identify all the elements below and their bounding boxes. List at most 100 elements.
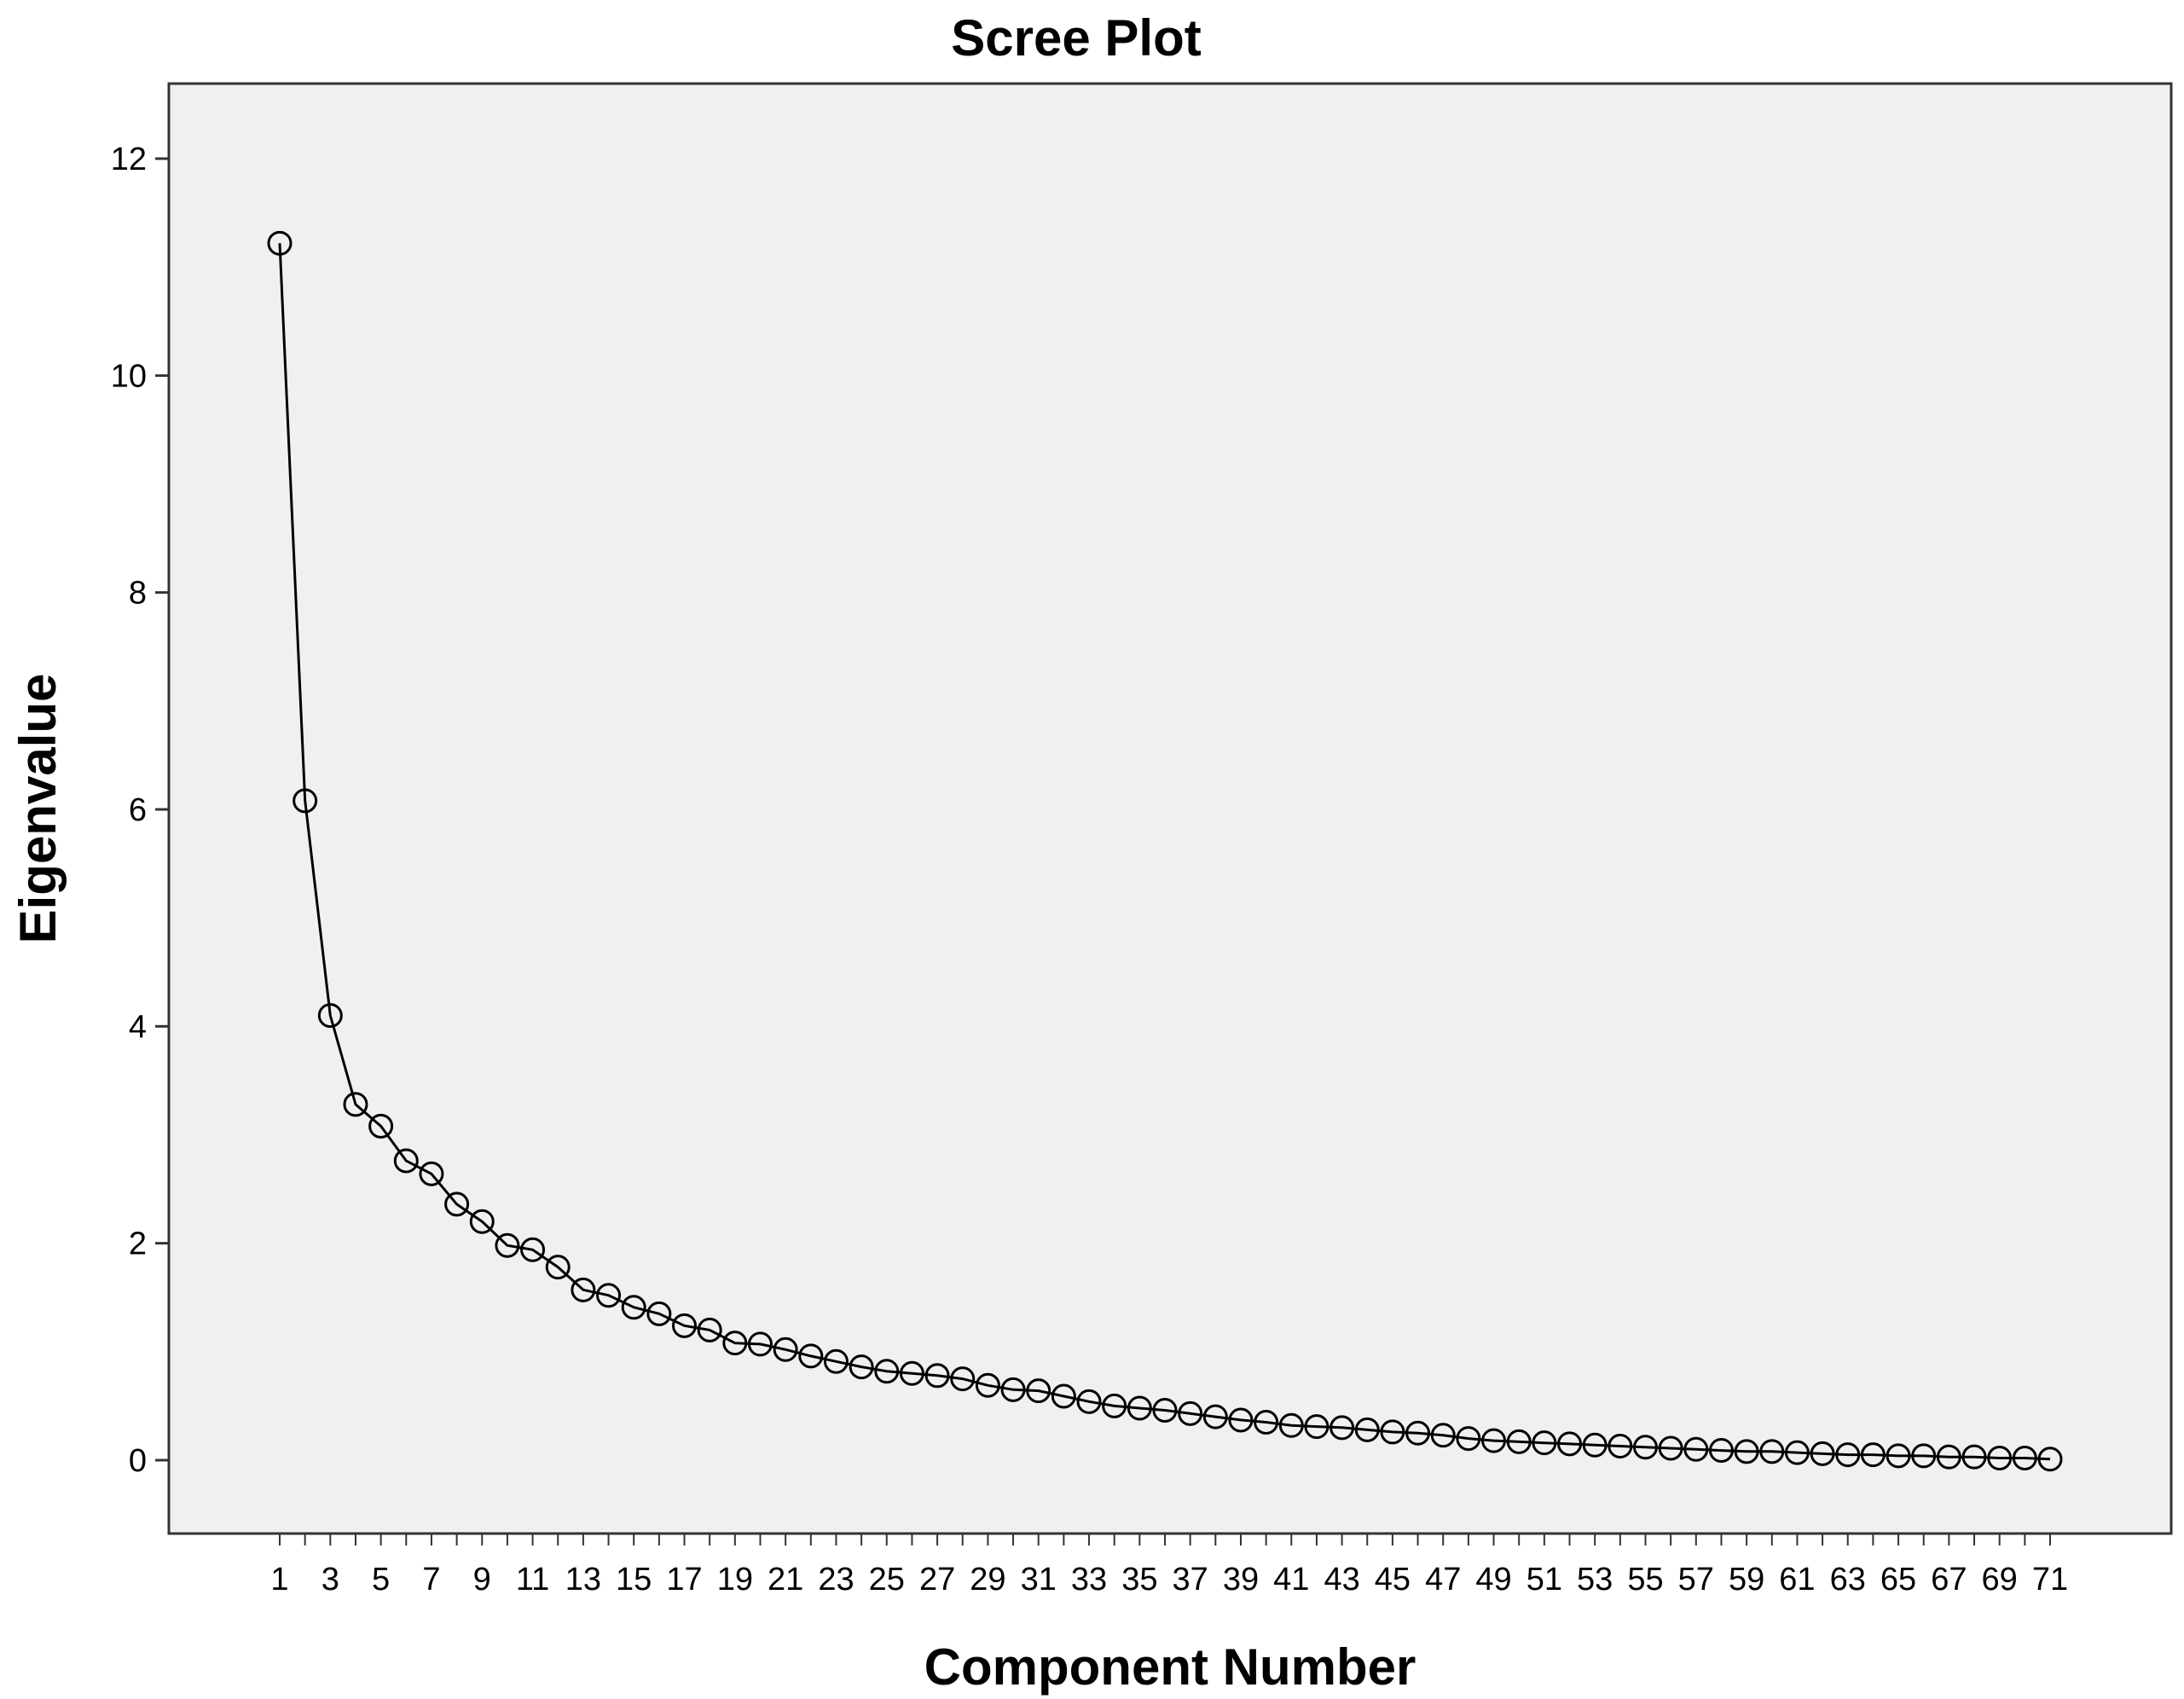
data-point — [419, 1161, 444, 1186]
data-point — [874, 1359, 900, 1384]
x-tick-label: 45 — [1375, 1562, 1411, 1598]
data-point — [2037, 1447, 2063, 1472]
data-point — [1102, 1393, 1127, 1418]
data-point — [747, 1331, 773, 1357]
data-point — [1987, 1445, 2013, 1470]
eigenvalue-points — [267, 230, 2063, 1472]
data-point — [1936, 1444, 1961, 1470]
y-tick-label: 6 — [129, 792, 147, 828]
data-point — [621, 1295, 646, 1320]
x-tick-label: 1 — [270, 1562, 288, 1598]
data-point — [571, 1277, 596, 1302]
data-point — [596, 1283, 622, 1308]
data-point — [1228, 1407, 1254, 1433]
data-point — [1026, 1378, 1051, 1404]
data-point — [1608, 1433, 1633, 1458]
data-point — [1127, 1395, 1152, 1421]
x-tick-label: 71 — [2032, 1562, 2068, 1598]
data-point — [1254, 1409, 1279, 1435]
y-tick-label: 8 — [129, 576, 147, 612]
data-point — [267, 230, 293, 256]
data-point — [975, 1372, 1000, 1398]
y-axis-title: Eigenvalue — [9, 674, 67, 944]
data-point — [520, 1237, 546, 1262]
x-tick-label: 39 — [1223, 1562, 1259, 1598]
x-tick-label: 67 — [1931, 1562, 1967, 1598]
x-tick-label: 23 — [818, 1562, 854, 1598]
x-tick-label: 5 — [372, 1562, 390, 1598]
x-tick-label: 51 — [1526, 1562, 1562, 1598]
x-tick-label: 21 — [768, 1562, 803, 1598]
data-point — [1405, 1420, 1431, 1446]
x-axis-title: Component Number — [924, 1638, 1416, 1696]
data-point — [317, 1003, 343, 1029]
x-tick-label: 13 — [565, 1562, 601, 1598]
data-point — [1304, 1414, 1330, 1440]
data-point — [773, 1337, 798, 1362]
data-point — [1076, 1389, 1102, 1414]
data-point — [1178, 1400, 1203, 1426]
x-tick-label: 63 — [1830, 1562, 1866, 1598]
x-tick-label: 29 — [970, 1562, 1005, 1598]
data-point — [1810, 1441, 1835, 1466]
x-tick-label: 31 — [1021, 1562, 1057, 1598]
x-tick-label: 61 — [1779, 1562, 1815, 1598]
x-tick-label: 65 — [1880, 1562, 1916, 1598]
data-point — [368, 1113, 394, 1139]
data-point — [1632, 1435, 1658, 1460]
x-tick-label: 17 — [666, 1562, 702, 1598]
x-tick-label: 9 — [473, 1562, 491, 1598]
data-point — [697, 1317, 722, 1342]
x-tick-label: 41 — [1273, 1562, 1309, 1598]
data-point — [343, 1092, 368, 1117]
data-point — [823, 1348, 849, 1374]
data-point — [1658, 1435, 1683, 1461]
x-tick-label: 43 — [1324, 1562, 1359, 1598]
data-point — [849, 1354, 874, 1380]
data-point — [293, 788, 318, 814]
data-point — [1557, 1431, 1583, 1457]
x-tick-label: 35 — [1121, 1562, 1157, 1598]
x-tick-label: 33 — [1071, 1562, 1107, 1598]
data-point — [798, 1343, 824, 1369]
data-point — [1354, 1417, 1380, 1442]
data-point — [1430, 1423, 1456, 1448]
x-tick-label: 15 — [616, 1562, 652, 1598]
y-tick-label: 4 — [129, 1009, 147, 1045]
data-point — [1202, 1404, 1228, 1429]
data-point — [1886, 1443, 1911, 1469]
data-point — [1152, 1398, 1178, 1424]
y-tick-label: 0 — [129, 1443, 147, 1479]
x-axis-ticks: 1 3 5 7 9 11 13 15 17 19 21 23 25 27 29 31 33 35 37 39 41 43 4… — [270, 1534, 2068, 1598]
data-point — [1000, 1377, 1026, 1402]
x-tick-label: 7 — [422, 1562, 440, 1598]
data-point — [1683, 1436, 1709, 1462]
data-point — [1582, 1432, 1608, 1458]
x-tick-label: 55 — [1627, 1562, 1663, 1598]
y-tick-label: 10 — [111, 358, 147, 394]
data-point — [1456, 1426, 1481, 1452]
data-point — [1835, 1442, 1861, 1468]
x-tick-label: 49 — [1475, 1562, 1511, 1598]
data-point — [1278, 1412, 1304, 1438]
data-point — [1860, 1442, 1886, 1468]
data-point — [1532, 1430, 1557, 1456]
data-point — [444, 1192, 470, 1217]
data-point — [1330, 1415, 1355, 1441]
y-axis-ticks: 0 2 4 6 8 10 12 — [111, 142, 169, 1479]
data-point — [1961, 1444, 1987, 1470]
x-tick-label: 57 — [1678, 1562, 1714, 1598]
x-tick-label: 53 — [1577, 1562, 1613, 1598]
x-tick-label: 11 — [516, 1562, 549, 1598]
chart-title: Scree Plot — [951, 9, 1201, 67]
data-point — [469, 1209, 495, 1234]
data-point — [1784, 1440, 1810, 1465]
data-point — [1481, 1428, 1507, 1453]
data-point — [722, 1331, 748, 1356]
data-point — [1734, 1439, 1759, 1464]
data-point — [1708, 1438, 1734, 1464]
data-point — [950, 1366, 976, 1392]
data-point — [1051, 1383, 1076, 1409]
data-point — [1759, 1439, 1785, 1464]
